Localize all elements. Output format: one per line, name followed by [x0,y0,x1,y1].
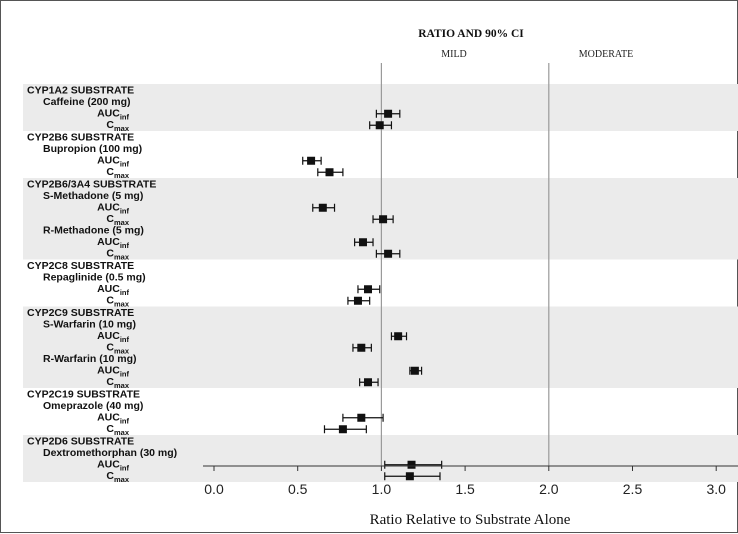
x-tick-label: 1.0 [372,481,392,497]
point-estimate [384,249,393,258]
group-band [23,435,738,482]
ci-marks [302,109,443,481]
drug-label: R-Warfarin (10 mg) [43,353,137,365]
region-label-moderate: MODERATE [579,49,633,60]
point-estimate [364,285,373,294]
drug-label: Repaglinide (0.5 mg) [43,272,146,284]
point-estimate [358,238,367,247]
drug-label: Bupropion (100 mg) [43,143,142,155]
x-tick-label: 0.5 [288,481,308,497]
drug-label: R-Methadone (5 mg) [43,225,144,237]
drug-label: Omeprazole (40 mg) [43,400,143,412]
group-band [23,306,738,388]
chart-title: RATIO AND 90% CI [418,28,524,40]
point-estimate [353,296,362,305]
group-header: CYP2C9 SUBSTRATE [27,307,134,319]
group-header: CYP1A2 SUBSTRATE [27,85,134,97]
drug-label: Caffeine (200 mg) [43,96,131,108]
x-axis-label: Ratio Relative to Substrate Alone [370,512,571,528]
x-tick-label: 1.5 [455,481,475,497]
x-tick-label: 3.0 [706,481,726,497]
drug-label: Dextromethorphan (30 mg) [43,447,177,459]
x-tick-label: 0.0 [204,481,224,497]
point-estimate [384,109,393,118]
reference-lines [380,63,550,466]
group-header: CYP2C19 SUBSTRATE [27,389,140,401]
point-estimate [364,378,373,387]
group-header: CYP2C8 SUBSTRATE [27,260,134,272]
drug-label: S-Warfarin (10 mg) [43,319,136,331]
point-estimate [338,425,347,434]
group-header: CYP2D6 SUBSTRATE [27,436,134,448]
point-estimate [394,332,403,341]
point-estimate [407,460,416,469]
point-estimate [375,121,384,130]
point-estimate [357,413,366,422]
point-estimate [405,472,414,481]
group-header: CYP2B6/3A4 SUBSTRATE [27,179,156,191]
x-axis: 0.0 0.5 1.0 1.5 2.0 2.5 3.0 [203,465,738,497]
region-label-mild: MILD [441,49,467,60]
x-tick-label: 2.5 [623,481,643,497]
point-estimate [307,156,316,165]
point-estimate [318,203,327,212]
group-header: CYP2B6 SUBSTRATE [27,132,134,144]
point-estimate [410,366,419,375]
drug-label: S-Methadone (5 mg) [43,190,143,202]
point-estimate [357,343,366,352]
point-estimate [379,215,388,224]
x-tick-label: 2.0 [539,481,559,497]
point-estimate [325,168,334,177]
